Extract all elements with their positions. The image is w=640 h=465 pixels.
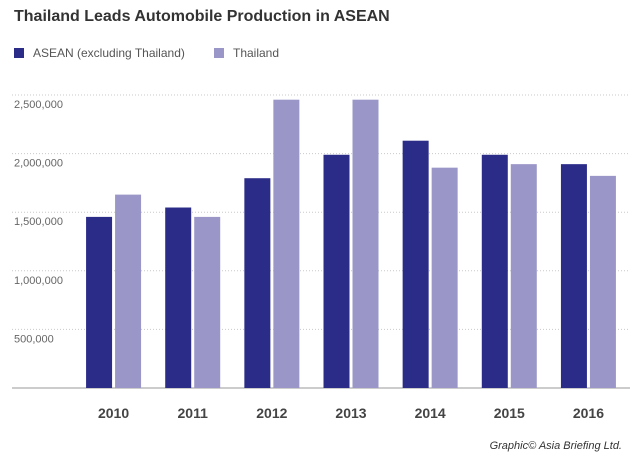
credit-text: Graphic© Asia Briefing Ltd. (489, 440, 622, 452)
x-tick-label: 2013 (335, 405, 366, 421)
bar-asean-2013 (323, 154, 350, 388)
bar-thailand-2012 (273, 99, 300, 389)
bar-asean-2010 (86, 216, 113, 388)
bar-thailand-2016 (589, 175, 616, 388)
chart-title: Thailand Leads Automobile Production in … (14, 8, 390, 25)
bar-thailand-2014 (431, 167, 458, 388)
bar-thailand-2013 (352, 99, 379, 389)
x-tick-label: 2010 (98, 405, 129, 421)
x-tick-label: 2012 (256, 405, 287, 421)
bar-asean-2012 (244, 178, 271, 388)
bar-asean-2011 (165, 207, 192, 388)
legend-swatch-thailand (214, 48, 224, 58)
x-tick-label: 2011 (178, 405, 209, 421)
y-tick-label: 2,500,000 (14, 99, 63, 111)
legend-label-asean: ASEAN (excluding Thailand) (33, 46, 185, 60)
bar-thailand-2010 (115, 194, 142, 388)
legend-swatch-asean (14, 48, 24, 58)
y-tick-label: 2,000,000 (14, 158, 63, 170)
x-tick-label: 2016 (573, 405, 604, 421)
bar-asean-2015 (481, 154, 508, 388)
bar-thailand-2011 (194, 216, 221, 388)
x-tick-label: 2014 (415, 405, 446, 421)
legend-item-asean: ASEAN (excluding Thailand) (14, 46, 185, 60)
bar-asean-2014 (402, 140, 429, 388)
y-tick-label: 1,000,000 (14, 275, 63, 287)
legend-item-thailand: Thailand (214, 46, 279, 60)
x-tick-label: 2015 (494, 405, 525, 421)
y-tick-label: 500,000 (14, 333, 54, 345)
y-tick-label: 1,500,000 (14, 216, 63, 228)
legend-label-thailand: Thailand (233, 46, 280, 60)
bar-asean-2016 (560, 164, 587, 388)
bar-thailand-2015 (510, 164, 537, 388)
